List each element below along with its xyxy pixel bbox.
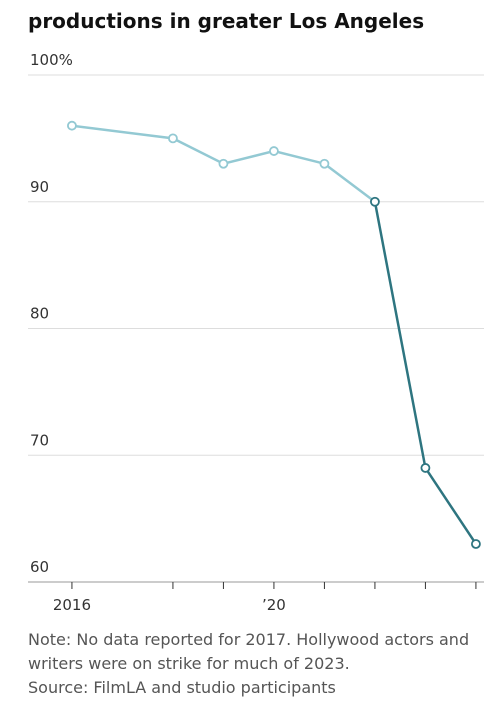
marker xyxy=(420,463,431,473)
marker xyxy=(370,196,380,207)
chart: productions in greater Los Angeles 60 70 8… xyxy=(28,9,484,614)
x-tick-label: 2016 xyxy=(53,596,91,614)
line xyxy=(71,124,376,203)
marker xyxy=(168,133,178,144)
x-tick-label: ’20 xyxy=(262,596,286,614)
marker xyxy=(471,539,481,549)
marker xyxy=(67,120,77,131)
line xyxy=(373,201,477,545)
y-tick-label: 90 xyxy=(30,178,49,196)
footnotes: Note: No data reported for 2017. Hollywo… xyxy=(28,628,496,700)
y-tick-label: 70 xyxy=(30,431,49,449)
source: Source: FilmLA and studio participants xyxy=(28,678,336,697)
marker xyxy=(218,158,229,169)
note: Note: No data reported for 2017. Hollywo… xyxy=(28,630,470,673)
chart-title: productions in greater Los Angeles xyxy=(28,9,424,33)
marker xyxy=(319,158,330,169)
y-tick-label: 100% xyxy=(30,51,73,69)
marker xyxy=(269,146,279,156)
y-tick-label: 60 xyxy=(30,558,49,576)
y-tick-label: 80 xyxy=(30,305,49,323)
